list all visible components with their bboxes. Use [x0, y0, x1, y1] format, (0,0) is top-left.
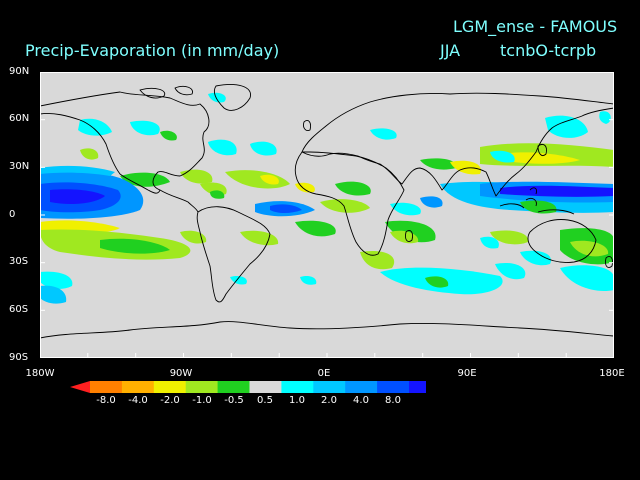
colorbar-label-0: -8.0: [96, 395, 116, 406]
lon-label-180w: 180W: [25, 368, 55, 379]
colorbar-label-1: -4.0: [128, 395, 148, 406]
colorbar-segment-9: [345, 381, 378, 393]
lat-label-90n: 90N: [9, 66, 30, 77]
colorbar-label-4: -0.5: [224, 395, 244, 406]
colorbar-segment-0: [70, 381, 90, 393]
colorbar-segment-6: [249, 381, 282, 393]
colorbar-label-2: -2.0: [160, 395, 180, 406]
lon-label-90w: 90W: [169, 368, 193, 379]
map-background: [40, 72, 614, 358]
colorbar-label-7: 2.0: [321, 395, 337, 406]
lat-label-30s: 30S: [9, 256, 29, 267]
colorbar-label-3: -1.0: [192, 395, 212, 406]
colorbar-label-5: 0.5: [257, 395, 273, 406]
colorbar-segment-10: [377, 381, 410, 393]
colorbar-segment-3: [153, 381, 187, 393]
colorbar-segment-5: [217, 381, 250, 393]
colorbar-segment-2: [121, 381, 155, 393]
run-label: LGM_ense - FAMOUS: [453, 17, 618, 36]
colorbar: [70, 381, 426, 393]
variable-title: Precip-Evaporation (in mm/day): [25, 41, 280, 60]
season-label: JJA: [440, 41, 461, 60]
lat-label-30n: 30N: [9, 161, 30, 172]
colorbar-segment-4: [185, 381, 219, 393]
lat-label-equator: 0: [9, 209, 16, 220]
colorbar-label-9: 8.0: [385, 395, 401, 406]
colorbar-segment-1: [90, 381, 123, 393]
lon-label-180e: 180E: [599, 368, 625, 379]
lon-label-0e: 0E: [317, 368, 331, 379]
colorbar-label-6: 1.0: [289, 395, 305, 406]
lat-label-60n: 60N: [9, 113, 30, 124]
coastlines: [40, 84, 614, 339]
lat-ticks: [40, 119, 614, 311]
colorbar-label-8: 4.0: [353, 395, 369, 406]
lon-label-90e: 90E: [457, 368, 477, 379]
lat-label-90s: 90S: [9, 352, 29, 363]
experiment-label: tcnbO-tcrpb: [500, 41, 597, 60]
lon-ticks: [87, 353, 567, 358]
colorbar-segments: [70, 381, 426, 393]
colorbar-segment-8: [313, 381, 346, 393]
colorbar-segment-7: [281, 381, 314, 393]
lat-label-60s: 60S: [9, 304, 29, 315]
world-map: [40, 72, 614, 358]
field-pattern: [40, 92, 614, 304]
colorbar-segment-11: [409, 381, 426, 393]
